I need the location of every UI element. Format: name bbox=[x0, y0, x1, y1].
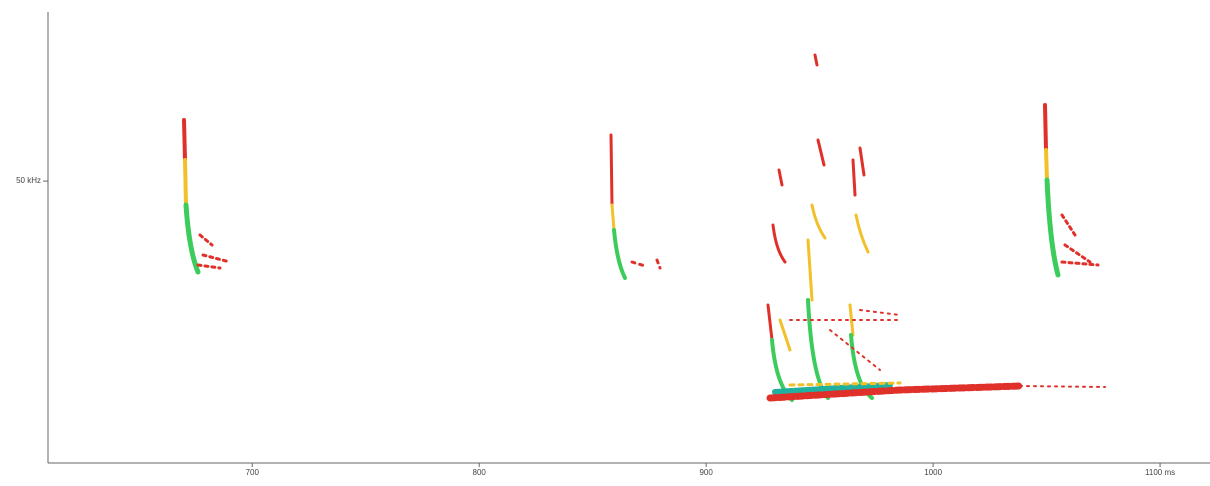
x-tick-label: 800 bbox=[473, 468, 487, 477]
call-noise bbox=[196, 233, 232, 270]
call-trace bbox=[766, 53, 866, 342]
call-trace bbox=[1044, 148, 1049, 182]
call-band bbox=[766, 382, 1024, 402]
call-trace bbox=[1044, 177, 1061, 278]
call-trace bbox=[778, 203, 870, 352]
x-tick-label: 1100 ms bbox=[1145, 468, 1175, 477]
x-tick-label: 1000 bbox=[924, 468, 942, 477]
x-tick-label: 900 bbox=[699, 468, 713, 477]
call-trace bbox=[610, 203, 616, 232]
call-noise bbox=[630, 258, 662, 270]
call-trace bbox=[183, 158, 188, 207]
call-trace bbox=[183, 202, 201, 275]
call-trace bbox=[182, 118, 187, 162]
call-band bbox=[772, 382, 893, 395]
call-trace bbox=[1043, 103, 1048, 152]
spectrogram-traces bbox=[182, 53, 1106, 402]
call-noise bbox=[789, 309, 1106, 388]
call-band bbox=[788, 381, 902, 387]
call-trace bbox=[612, 228, 627, 280]
y-tick-label: 50 kHz bbox=[16, 176, 41, 185]
x-tick-label: 700 bbox=[246, 468, 260, 477]
call-noise bbox=[1060, 213, 1100, 267]
call-trace bbox=[609, 133, 614, 207]
